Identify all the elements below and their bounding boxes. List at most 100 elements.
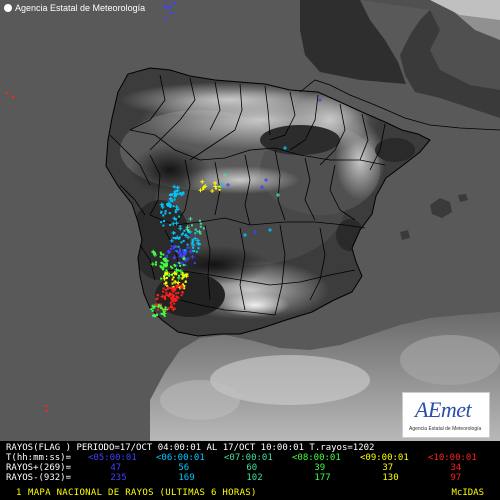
legend-negative-label: RAYOS-(932)=: [6, 473, 72, 483]
footer-title: MAPA NACIONAL DE RAYOS (ULTIMAS 6 HORAS): [28, 488, 257, 498]
lightning-negative-marker: [218, 188, 221, 191]
lightning-negative-marker: [165, 282, 168, 285]
lightning-negative-marker: [164, 210, 167, 213]
lightning-negative-marker: [159, 251, 162, 254]
lightning-negative-marker: [178, 269, 181, 272]
lightning-negative-marker: [160, 277, 163, 280]
lightning-positive-marker: [276, 193, 280, 197]
lightning-positive-marker: [213, 184, 218, 189]
lightning-negative-marker: [163, 309, 166, 312]
legend-positive-label: RAYOS+(269)=: [6, 463, 72, 473]
lightning-negative-marker: [170, 297, 173, 300]
legend-interval-time: <08:00:01: [292, 453, 341, 463]
lightning-negative-marker: [157, 294, 160, 297]
lightning-negative-marker: [163, 219, 166, 222]
lightning-negative-marker: [180, 294, 183, 297]
lightning-negative-marker: [181, 286, 184, 289]
lightning-positive-marker: [171, 221, 176, 226]
legend-negative-count: 177: [314, 473, 331, 483]
lightning-negative-marker: [175, 264, 178, 267]
lightning-negative-marker: [170, 193, 173, 196]
lightning-negative-marker: [172, 290, 175, 293]
lightning-negative-marker: [190, 224, 193, 227]
lightning-negative-marker: [181, 232, 184, 235]
lightning-negative-marker: [177, 251, 180, 254]
lightning-positive-marker: [171, 307, 176, 312]
lightning-positive-marker: [169, 10, 174, 15]
lightning-negative-marker: [165, 265, 168, 268]
lightning-positive-marker: [168, 4, 173, 9]
lightning-negative-marker: [169, 287, 172, 290]
lightning-positive-marker: [162, 276, 167, 281]
lightning-negative-marker: [157, 305, 160, 308]
lightning-negative-marker: [179, 253, 182, 256]
lightning-negative-marker: [167, 204, 170, 207]
legend-positive-count: 56: [178, 463, 190, 473]
lightning-negative-marker: [165, 264, 168, 267]
lightning-negative-marker: [179, 225, 182, 228]
lightning-strikes[interactable]: [6, 0, 322, 412]
lightning-negative-marker: [163, 311, 166, 314]
lightning-positive-marker: [172, 0, 177, 5]
lightning-negative-marker: [168, 212, 171, 215]
lightning-negative-marker: [172, 276, 175, 279]
lightning-negative-marker: [187, 246, 190, 249]
lightning-negative-marker: [173, 198, 176, 201]
lightning-negative-marker: [173, 288, 176, 291]
lightning-negative-marker: [154, 314, 157, 317]
lightning-positive-marker: [163, 281, 168, 286]
footer-bar: 1 MAPA NACIONAL DE RAYOS (ULTIMAS 6 HORA…: [0, 488, 500, 500]
lightning-positive-marker: [175, 207, 180, 212]
legend-interval-time: <09:00:01: [360, 453, 409, 463]
lightning-negative-marker: [157, 308, 160, 311]
lightning-positive-marker: [268, 228, 272, 232]
legend-positive-count: 34: [450, 463, 462, 473]
lightning-negative-marker: [160, 253, 163, 256]
lightning-positive-marker: [160, 204, 165, 209]
lightning-negative-marker: [164, 257, 167, 260]
legend-interval-time: <05:00:01: [88, 453, 137, 463]
lightning-positive-marker: [193, 236, 198, 241]
lightning-positive-marker: [151, 249, 156, 254]
lightning-negative-marker: [193, 261, 196, 264]
lightning-negative-marker: [174, 193, 177, 196]
lightning-negative-marker: [168, 292, 171, 295]
lightning-negative-marker: [150, 308, 153, 311]
lightning-positive-marker: [151, 250, 156, 255]
lightning-positive-marker: [175, 185, 180, 190]
lightning-positive-marker: [182, 252, 187, 257]
lightning-negative-marker: [173, 307, 176, 310]
footer-brand: McIDAS: [451, 488, 484, 498]
menorca-island: [458, 194, 468, 202]
lightning-negative-marker: [178, 237, 181, 240]
lightning-negative-marker: [162, 308, 165, 311]
lightning-negative-marker: [191, 238, 194, 241]
terrain-map[interactable]: [0, 0, 500, 441]
lightning-positive-marker: [174, 205, 179, 210]
lightning-negative-marker: [12, 96, 14, 98]
lightning-positive-marker: [186, 235, 191, 240]
lightning-negative-marker: [187, 231, 190, 234]
lightning-negative-marker: [174, 288, 177, 291]
lightning-positive-marker: [167, 249, 172, 254]
legend-interval-time: <06:00:01: [156, 453, 205, 463]
legend-interval-time: <10:00:01: [428, 453, 477, 463]
lightning-positive-marker: [210, 188, 215, 193]
lightning-negative-marker: [185, 273, 188, 276]
agency-logo-icon: [4, 4, 12, 12]
legend-time-label: T(hh:mm:ss)=: [6, 453, 72, 463]
agency-header: Agencia Estatal de Meteorología: [4, 3, 145, 13]
lightning-negative-marker: [180, 284, 183, 287]
lightning-negative-marker: [173, 263, 176, 266]
lightning-negative-marker: [169, 265, 172, 268]
lightning-negative-marker: [172, 298, 175, 301]
lightning-negative-marker: [181, 271, 184, 274]
lightning-positive-marker: [191, 242, 196, 247]
lightning-negative-marker: [164, 263, 167, 266]
lightning-negative-marker: [172, 294, 175, 297]
lightning-negative-marker: [197, 247, 200, 250]
lightning-negative-marker: [191, 242, 194, 245]
lightning-negative-marker: [171, 278, 174, 281]
lightning-negative-marker: [162, 287, 165, 290]
legend-interval-time: <07:00:01: [224, 453, 273, 463]
